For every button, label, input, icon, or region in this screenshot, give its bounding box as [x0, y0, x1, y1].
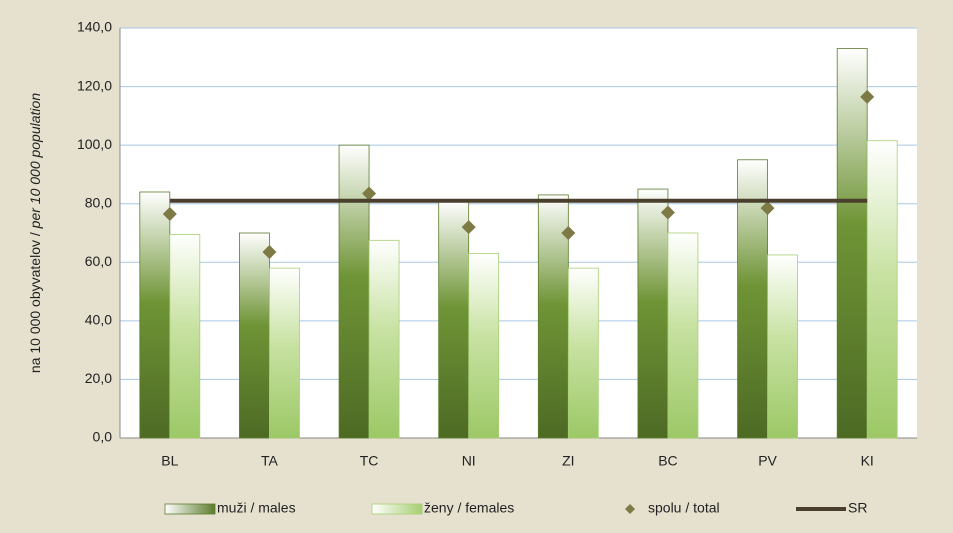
- bar: [637, 188, 669, 439]
- bar: [269, 267, 300, 439]
- x-tick-label: PV: [758, 453, 777, 469]
- y-tick-label: 60,0: [85, 253, 112, 269]
- bar: [767, 254, 798, 439]
- x-tick-label: ZI: [562, 453, 574, 469]
- bar: [667, 232, 699, 439]
- total-marker: [561, 226, 576, 240]
- bar: [139, 191, 171, 439]
- total-marker: [461, 220, 476, 235]
- total-marker: [860, 89, 875, 104]
- total-marker: [362, 186, 377, 201]
- y-axis-label: na 10 000 obyvatelov / per 10 000 popula…: [27, 93, 43, 373]
- total-marker: [660, 205, 675, 220]
- x-tick-label: BC: [658, 453, 677, 469]
- x-tick-label: KI: [861, 453, 874, 469]
- y-tick-label: 80,0: [85, 194, 112, 210]
- legend-label: ženy / females: [424, 500, 514, 516]
- legend-swatch: [625, 504, 635, 514]
- y-tick-label: 140,0: [77, 19, 112, 35]
- y-tick-label: 0,0: [93, 429, 113, 445]
- total-marker: [760, 201, 775, 216]
- y-tick-label: 20,0: [85, 370, 112, 386]
- legend-label: SR: [848, 500, 867, 516]
- x-tick-label: TC: [360, 453, 379, 469]
- legend-label: muži / males: [217, 500, 296, 516]
- legend-swatch: [371, 503, 423, 515]
- bar: [537, 194, 569, 439]
- y-tick-label: 100,0: [77, 136, 112, 152]
- total-marker: [162, 206, 177, 221]
- bar: [866, 140, 898, 439]
- bar: [567, 267, 599, 439]
- x-tick-label: BL: [161, 453, 178, 469]
- bar: [368, 239, 400, 439]
- x-tick-label: TA: [261, 453, 279, 469]
- bar: [169, 234, 201, 439]
- bar: [468, 253, 500, 439]
- bar: [338, 144, 370, 439]
- bar: [438, 200, 470, 439]
- x-tick-label: NI: [462, 453, 476, 469]
- total-marker: [262, 245, 277, 260]
- legend-label: spolu / total: [648, 500, 720, 516]
- bar: [239, 232, 270, 439]
- legend-swatch: [164, 503, 216, 515]
- y-tick-label: 40,0: [85, 312, 112, 328]
- y-tick-label: 120,0: [77, 77, 112, 93]
- bar: [836, 48, 868, 439]
